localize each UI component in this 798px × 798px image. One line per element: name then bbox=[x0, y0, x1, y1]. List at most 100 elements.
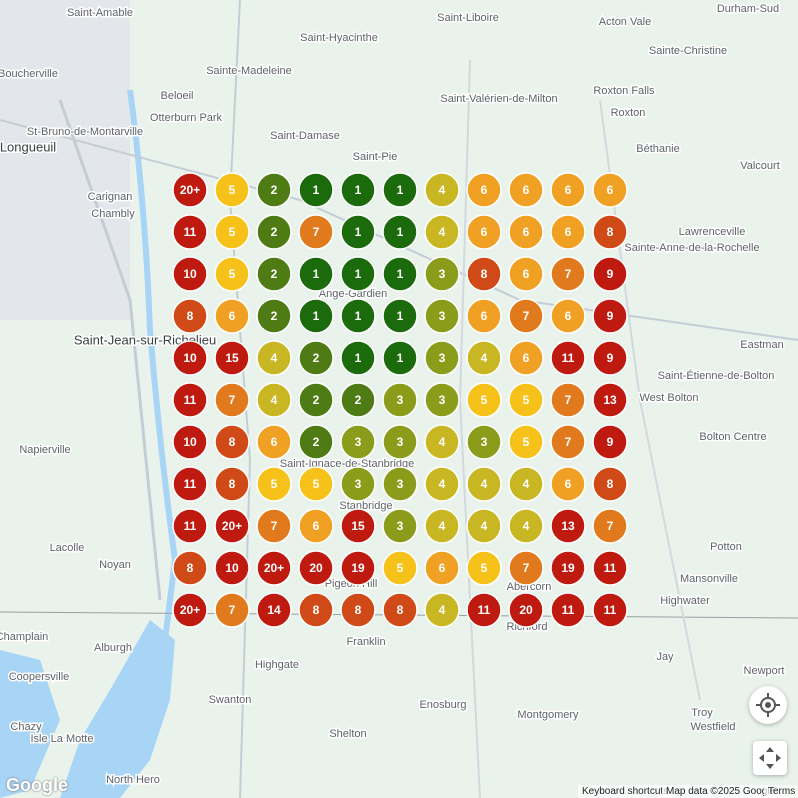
rank-value: 11 bbox=[478, 603, 491, 617]
rank-marker bbox=[214, 340, 250, 376]
rank-marker bbox=[382, 256, 418, 292]
place-label: Chazy bbox=[10, 721, 42, 733]
rank-marker bbox=[424, 592, 460, 628]
rank-value: 1 bbox=[397, 225, 404, 239]
rank-value: 4 bbox=[271, 351, 278, 365]
rank-value: 20 bbox=[519, 603, 533, 617]
place-label: Chambly bbox=[91, 208, 135, 220]
rank-value: 5 bbox=[271, 477, 278, 491]
rank-marker bbox=[382, 382, 418, 418]
rank-value: 3 bbox=[397, 519, 404, 533]
rank-marker bbox=[424, 382, 460, 418]
rank-marker bbox=[550, 340, 586, 376]
rank-value: 6 bbox=[481, 309, 488, 323]
rank-marker bbox=[550, 466, 586, 502]
rank-value: 7 bbox=[565, 267, 572, 281]
place-label: Eastman bbox=[740, 339, 783, 351]
place-label: Acton Vale bbox=[599, 16, 651, 28]
rank-marker bbox=[172, 424, 208, 460]
rank-value: 8 bbox=[187, 561, 194, 575]
rank-marker bbox=[340, 424, 376, 460]
rank-marker bbox=[508, 172, 544, 208]
rank-value: 8 bbox=[397, 603, 404, 617]
rank-value: 3 bbox=[439, 267, 446, 281]
rank-marker bbox=[214, 508, 250, 544]
rank-marker bbox=[382, 592, 418, 628]
my-location-button[interactable] bbox=[749, 686, 787, 724]
place-label: Mansonville bbox=[680, 573, 738, 585]
rank-value: 13 bbox=[561, 519, 575, 533]
rank-marker bbox=[340, 214, 376, 250]
rank-value: 2 bbox=[313, 435, 320, 449]
rank-value: 11 bbox=[562, 351, 575, 365]
rank-marker bbox=[256, 382, 292, 418]
rank-value: 15 bbox=[351, 519, 365, 533]
rank-marker bbox=[340, 508, 376, 544]
rank-marker bbox=[508, 298, 544, 334]
location-icon bbox=[756, 693, 780, 717]
rank-marker bbox=[172, 466, 208, 502]
place-label: Coopersville bbox=[9, 671, 70, 683]
rank-marker bbox=[340, 382, 376, 418]
place-label: Shelton bbox=[329, 728, 366, 740]
rank-marker bbox=[550, 298, 586, 334]
rank-value: 15 bbox=[225, 351, 239, 365]
place-label: Durham-Sud bbox=[717, 3, 779, 15]
rank-value: 19 bbox=[561, 561, 575, 575]
place-label: Stanbridge bbox=[339, 500, 392, 512]
keyboard-shortcuts[interactable]: Keyboard shortcuts bbox=[578, 785, 673, 798]
rank-marker bbox=[172, 298, 208, 334]
rank-marker bbox=[508, 466, 544, 502]
rank-marker bbox=[340, 592, 376, 628]
rank-marker bbox=[298, 508, 334, 544]
rank-value: 6 bbox=[481, 183, 488, 197]
rank-marker bbox=[214, 382, 250, 418]
pan-button[interactable] bbox=[753, 741, 787, 775]
rank-marker bbox=[592, 592, 628, 628]
rank-marker bbox=[214, 172, 250, 208]
rank-marker bbox=[550, 508, 586, 544]
rank-value: 1 bbox=[355, 183, 362, 197]
place-label: Bolton Centre bbox=[699, 431, 766, 443]
rank-marker bbox=[214, 466, 250, 502]
rank-value: 11 bbox=[184, 225, 197, 239]
rank-marker bbox=[298, 424, 334, 460]
rank-marker bbox=[592, 298, 628, 334]
rank-value: 4 bbox=[439, 603, 446, 617]
rank-value: 8 bbox=[355, 603, 362, 617]
place-label: Saint-Hyacinthe bbox=[300, 32, 378, 44]
rank-value: 8 bbox=[313, 603, 320, 617]
rank-marker bbox=[298, 214, 334, 250]
rank-value: 3 bbox=[439, 309, 446, 323]
terms-link[interactable]: Terms bbox=[764, 785, 798, 798]
place-label: Alburgh bbox=[94, 642, 132, 654]
place-label: Roxton bbox=[611, 107, 646, 119]
rank-marker bbox=[256, 550, 292, 586]
rank-marker bbox=[424, 256, 460, 292]
rank-value: 6 bbox=[313, 519, 320, 533]
rank-value: 10 bbox=[183, 267, 197, 281]
place-label: Troy bbox=[691, 707, 713, 719]
place-label: Saint-Étienne-de-Bolton bbox=[658, 369, 775, 382]
rank-value: 6 bbox=[565, 225, 572, 239]
rank-value: 1 bbox=[397, 183, 404, 197]
rank-value: 5 bbox=[523, 393, 530, 407]
rank-value: 4 bbox=[439, 477, 446, 491]
rank-marker bbox=[214, 214, 250, 250]
rank-value: 8 bbox=[607, 225, 614, 239]
rank-value: 4 bbox=[481, 519, 488, 533]
place-label: West Bolton bbox=[639, 392, 698, 404]
rank-value: 11 bbox=[184, 393, 197, 407]
rank-marker bbox=[508, 340, 544, 376]
rank-marker bbox=[298, 466, 334, 502]
rank-marker bbox=[256, 424, 292, 460]
rank-value: 7 bbox=[565, 393, 572, 407]
rank-value: 9 bbox=[607, 267, 614, 281]
rank-value: 4 bbox=[523, 519, 530, 533]
rank-marker bbox=[298, 382, 334, 418]
rank-value: 11 bbox=[562, 603, 575, 617]
rank-marker bbox=[298, 256, 334, 292]
rank-value: 2 bbox=[271, 225, 278, 239]
place-label: Saint-Valérien-de-Milton bbox=[440, 93, 557, 105]
